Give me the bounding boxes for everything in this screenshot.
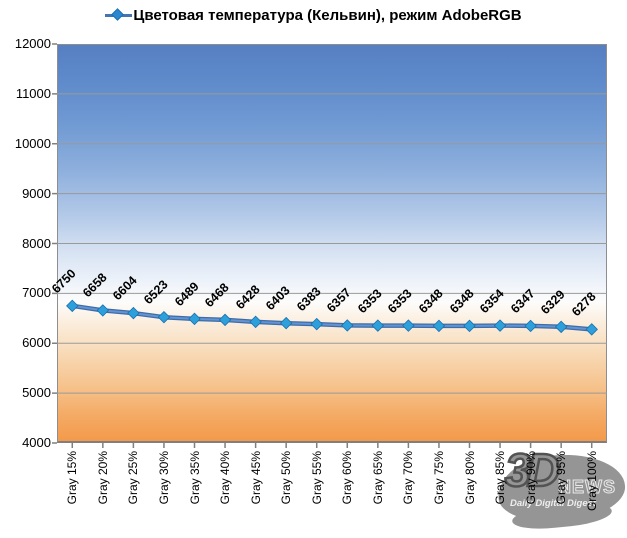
- x-axis-label: Gray 60%: [340, 451, 355, 505]
- x-axis-label: Gray 85%: [493, 451, 508, 505]
- x-axis-label: Gray 15%: [65, 451, 80, 505]
- x-axis-label: Gray 95%: [554, 451, 569, 505]
- y-axis-label: 10000: [14, 135, 51, 151]
- x-axis-label: Gray 50%: [279, 451, 294, 505]
- legend: Цветовая температура (Кельвин), режим Ad…: [0, 7, 627, 24]
- x-axis-label: Gray 25%: [126, 451, 141, 505]
- watermark-tagline: Daily Digital Digest: [510, 498, 597, 509]
- x-axis-label: Gray 70%: [401, 451, 416, 505]
- x-axis-label: Gray 20%: [95, 451, 110, 505]
- y-axis-label: 8000: [22, 235, 51, 251]
- chart-title: Цветовая температура (Кельвин), режим Ad…: [133, 7, 522, 24]
- x-axis-label: Gray 40%: [218, 451, 233, 505]
- x-axis-label: Gray 45%: [248, 451, 263, 505]
- x-axis-label: Gray 75%: [431, 451, 446, 505]
- x-axis-label: Gray 65%: [370, 451, 385, 505]
- x-axis-label: Gray 35%: [187, 451, 202, 505]
- watermark-3d-text: 3D: [504, 444, 561, 496]
- y-axis-label: 7000: [22, 285, 51, 301]
- watermark-3dnews-logo: 3D NEWS Daily Digital Digest: [495, 444, 627, 535]
- x-axis-label: Gray 100%: [584, 451, 599, 512]
- x-axis-label: Gray 30%: [156, 451, 171, 505]
- legend-line-diamond-icon: [105, 14, 133, 17]
- y-axis-label: 6000: [22, 335, 51, 351]
- x-axis-label: Gray 55%: [309, 451, 324, 505]
- watermark-news-text: NEWS: [558, 477, 616, 498]
- y-axis-label: 11000: [15, 85, 51, 101]
- y-axis-label: 4000: [22, 435, 51, 450]
- y-axis-label: 5000: [22, 385, 51, 401]
- y-axis-label: 12000: [14, 36, 51, 51]
- plot-area: [57, 44, 607, 443]
- x-axis-label: Gray 80%: [462, 451, 477, 505]
- x-axis-label: Gray 90%: [523, 451, 538, 505]
- y-axis-label: 9000: [22, 185, 51, 201]
